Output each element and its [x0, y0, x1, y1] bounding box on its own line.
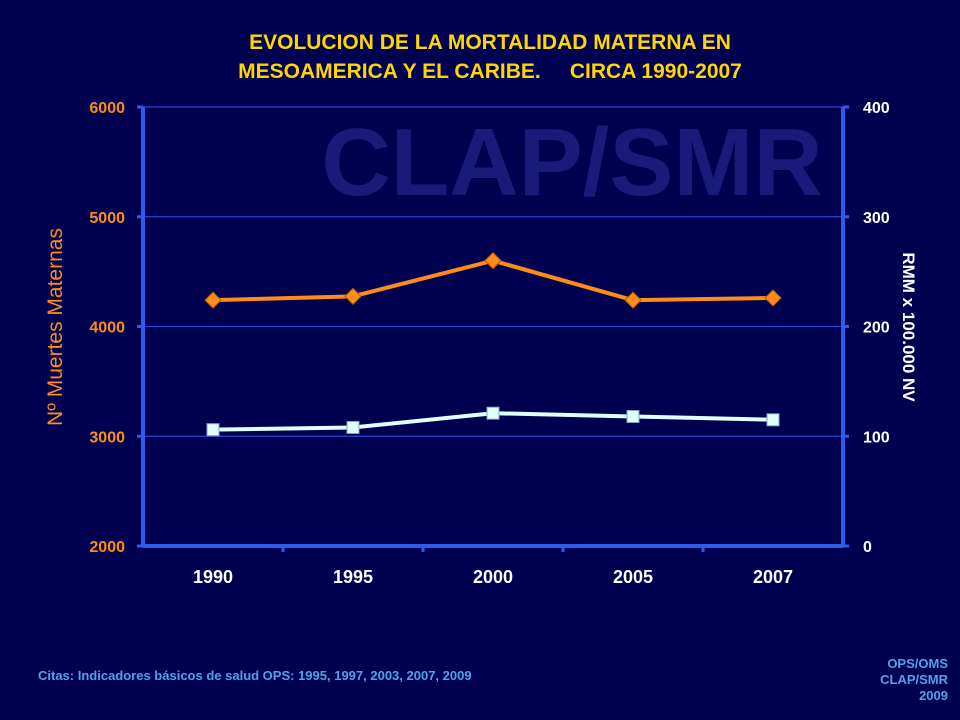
- data-point-diamond: [764, 289, 782, 307]
- credit-line-3: 2009: [919, 688, 948, 703]
- data-point-square: [626, 409, 640, 423]
- chart-title-line-2: MESOAMERICA Y EL CARIBE. CIRCA 1990-2007: [238, 60, 742, 83]
- data-point-square: [766, 413, 780, 427]
- x-tick-label: 1990: [193, 567, 233, 587]
- credit-line-2: CLAP/SMR: [880, 672, 948, 687]
- y-right-tick-label: 100: [863, 429, 890, 446]
- credit-block: OPS/OMS CLAP/SMR 2009: [880, 656, 948, 704]
- series: [204, 251, 782, 437]
- data-point-diamond: [484, 251, 502, 270]
- y-left-tick-label: 5000: [89, 210, 125, 227]
- y-left-tick-label: 2000: [89, 539, 125, 556]
- data-point-diamond: [344, 287, 362, 306]
- y-axis-left-label: Nº Muertes Maternas: [44, 228, 67, 426]
- y-right-tick-label: 300: [863, 210, 890, 227]
- data-point-diamond: [624, 291, 642, 309]
- tick-labels: 2000 3000 4000 5000 6000 0 100 200 300 400 1990 199…: [89, 100, 889, 587]
- data-point-diamond: [204, 291, 222, 309]
- x-tick-label: 2005: [613, 567, 653, 587]
- credit-line-1: OPS/OMS: [887, 656, 948, 671]
- x-tick-label: 2007: [753, 567, 793, 587]
- axes: [137, 105, 849, 552]
- grid: [143, 106, 843, 437]
- citation-text: Citas: Indicadores básicos de salud OPS:…: [38, 668, 472, 683]
- x-tick-label: 2000: [473, 567, 513, 587]
- y-right-tick-label: 200: [863, 320, 890, 337]
- chart-title-line-1: EVOLUCION DE LA MORTALIDAD MATERNA EN: [249, 31, 731, 54]
- y-axis-right-label: RMM x 100.000 NV: [899, 252, 918, 402]
- y-left-tick-label: 3000: [89, 429, 125, 446]
- y-left-tick-label: 6000: [89, 100, 125, 117]
- watermark: CLAP/SMR: [321, 109, 822, 216]
- y-right-tick-label: 400: [863, 100, 890, 117]
- chart-title: EVOLUCION DE LA MORTALIDAD MATERNA EN ME…: [140, 28, 840, 86]
- data-point-square: [346, 420, 360, 434]
- data-point-square: [206, 423, 220, 437]
- data-point-square: [486, 406, 500, 420]
- y-left-tick-label: 4000: [89, 320, 125, 337]
- x-tick-label: 1995: [333, 567, 373, 587]
- y-right-tick-label: 0: [863, 539, 872, 556]
